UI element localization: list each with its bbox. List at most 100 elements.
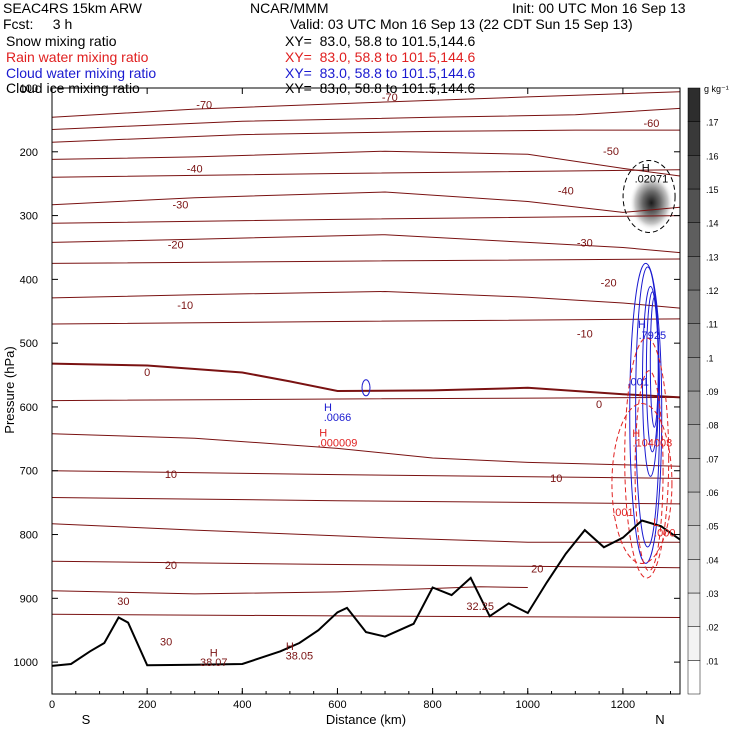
cloud-water-contour bbox=[629, 262, 663, 564]
temp-contour-label: -10 bbox=[177, 300, 193, 312]
colorbar-swatch bbox=[687, 323, 701, 358]
header-init-time: Init: 00 UTC Mon 16 Sep 13 bbox=[512, 0, 686, 16]
temp-contour-30 bbox=[51, 586, 528, 595]
hydrometeor-label: .02071 bbox=[635, 174, 669, 186]
colorbar-tick-label: .05 bbox=[706, 522, 719, 532]
temp-contour-label: -70 bbox=[382, 92, 398, 104]
temp-contour-label: 20 bbox=[531, 563, 543, 575]
temp-contour-minor bbox=[51, 258, 681, 264]
temp-contour-label: -30 bbox=[173, 200, 189, 212]
colorbar-tick-label: .04 bbox=[706, 555, 719, 565]
y-tick-label: 500 bbox=[20, 338, 38, 350]
hydrometeor-label: H bbox=[642, 163, 650, 175]
temp-contour-label: 30 bbox=[117, 596, 129, 608]
x-end-north: N bbox=[655, 712, 664, 727]
temp-contour--70 bbox=[51, 91, 681, 118]
temp-contour-label: -70 bbox=[196, 100, 212, 112]
snow-mixing-ratio-shading bbox=[629, 174, 674, 231]
temp-contour--20 bbox=[51, 234, 681, 254]
terrain-profile bbox=[51, 519, 681, 667]
header-center: NCAR/MMM bbox=[250, 0, 329, 16]
colorbar-swatch bbox=[687, 390, 701, 425]
hydrometeor-label: L bbox=[653, 517, 659, 529]
x-axis-label: Distance (km) bbox=[326, 712, 406, 727]
temperature-contours bbox=[51, 91, 681, 618]
surface-temp-label: 32.25 bbox=[466, 601, 494, 613]
colorbar-tick-label: .06 bbox=[706, 488, 719, 498]
x-tick-label: 400 bbox=[233, 699, 251, 711]
hydrometeor-label: H bbox=[319, 427, 327, 439]
temp-contour-10 bbox=[51, 433, 681, 467]
hydrometeor-label: .7925 bbox=[639, 330, 667, 342]
temp-contour-label: 10 bbox=[550, 473, 562, 485]
temp-contour-label: 0 bbox=[144, 367, 150, 379]
colorbar-tick-label: .14 bbox=[706, 219, 719, 229]
header-valid-time: Valid: 03 UTC Mon 16 Sep 13 (22 CDT Sun … bbox=[290, 16, 633, 32]
temp-contour-label: -10 bbox=[577, 329, 593, 341]
header-forecast-hour: Fcst: 3 h bbox=[3, 16, 73, 32]
axes: 0 200 400 600 800 1000 12001002003004005006007… bbox=[14, 83, 680, 711]
hydrometeor-label: H bbox=[324, 402, 332, 414]
colorbar-swatch bbox=[687, 289, 701, 324]
rain-water-contour bbox=[611, 402, 673, 564]
temp-contour--10 bbox=[51, 290, 681, 309]
colorbar-tick-label: .03 bbox=[706, 589, 719, 599]
temp-contour--60 bbox=[51, 107, 681, 130]
temp-contour-minor bbox=[51, 497, 681, 505]
hydrometeor-label: .000 bbox=[654, 528, 675, 540]
rain-water-contour bbox=[624, 337, 670, 579]
colorbar-tick-label: .08 bbox=[706, 421, 719, 431]
hydrometeor-label: .001 bbox=[612, 507, 633, 519]
hydrometeor-label: .001 bbox=[627, 376, 648, 388]
temp-contour-label: -40 bbox=[187, 163, 203, 175]
temp-contour-label: 20 bbox=[165, 560, 177, 572]
cloud-water-contour bbox=[635, 266, 661, 548]
colorbar-tick-label: .1 bbox=[706, 353, 714, 363]
colorbar-tick-label: .07 bbox=[706, 454, 719, 464]
colorbar-tick-label: .11 bbox=[706, 320, 718, 330]
x-tick-label: 1200 bbox=[611, 699, 635, 711]
legend-snow-xy: XY= 83.0, 58.8 to 101.5,144.6 bbox=[285, 33, 476, 49]
y-tick-label: 700 bbox=[20, 466, 38, 478]
surface-temp-label: H bbox=[286, 641, 294, 653]
colorbar-swatch bbox=[687, 424, 701, 459]
surface-temp-label: H bbox=[210, 648, 218, 660]
y-tick-label: 800 bbox=[20, 530, 38, 542]
temp-contour-minor bbox=[51, 215, 681, 224]
snow-shading bbox=[629, 174, 674, 231]
hydrometeor-label: .000009 bbox=[318, 438, 358, 450]
temp-contour-label: -50 bbox=[603, 146, 619, 158]
legend-snow-label: Snow mixing ratio bbox=[6, 33, 117, 49]
x-tick-label: 1000 bbox=[516, 699, 540, 711]
x-end-south: S bbox=[82, 712, 91, 727]
colorbar-tick-label: .09 bbox=[706, 387, 719, 397]
colorbar-swatch bbox=[687, 121, 701, 156]
cloud-water-contour bbox=[361, 379, 371, 397]
y-tick-label: 300 bbox=[20, 211, 38, 223]
y-axis-label: Pressure (hPa) bbox=[2, 346, 17, 433]
colorbar-swatch bbox=[687, 660, 701, 695]
hydrometeor-label: H bbox=[638, 319, 646, 331]
x-tick-label: 800 bbox=[423, 699, 441, 711]
y-tick-label: 1000 bbox=[14, 657, 38, 669]
x-tick-label: 200 bbox=[138, 699, 156, 711]
plot-frame bbox=[51, 87, 681, 695]
temp-contour-minor bbox=[51, 470, 681, 479]
temp-contour-label: 0 bbox=[596, 399, 602, 411]
temp-contour--40 bbox=[51, 150, 681, 177]
x-tick-label: 0 bbox=[49, 699, 55, 711]
colorbar-units: g kg⁻¹ bbox=[704, 84, 729, 94]
colorbar-tick-label: .12 bbox=[706, 286, 719, 296]
hydrometeor-contours bbox=[361, 159, 676, 579]
x-tick-label: 600 bbox=[328, 699, 346, 711]
y-tick-label: 400 bbox=[20, 274, 38, 286]
y-tick-label: 200 bbox=[20, 147, 38, 159]
surface-temp-label: 38.05 bbox=[286, 651, 314, 663]
temp-contour--50 bbox=[51, 129, 680, 143]
hydrometeor-label: .0066 bbox=[324, 412, 352, 424]
colorbar-tick-label: .17 bbox=[706, 118, 719, 128]
temp-contour-minor bbox=[51, 318, 681, 325]
colorbar-swatch bbox=[687, 87, 701, 122]
colorbar-swatch bbox=[687, 525, 701, 560]
